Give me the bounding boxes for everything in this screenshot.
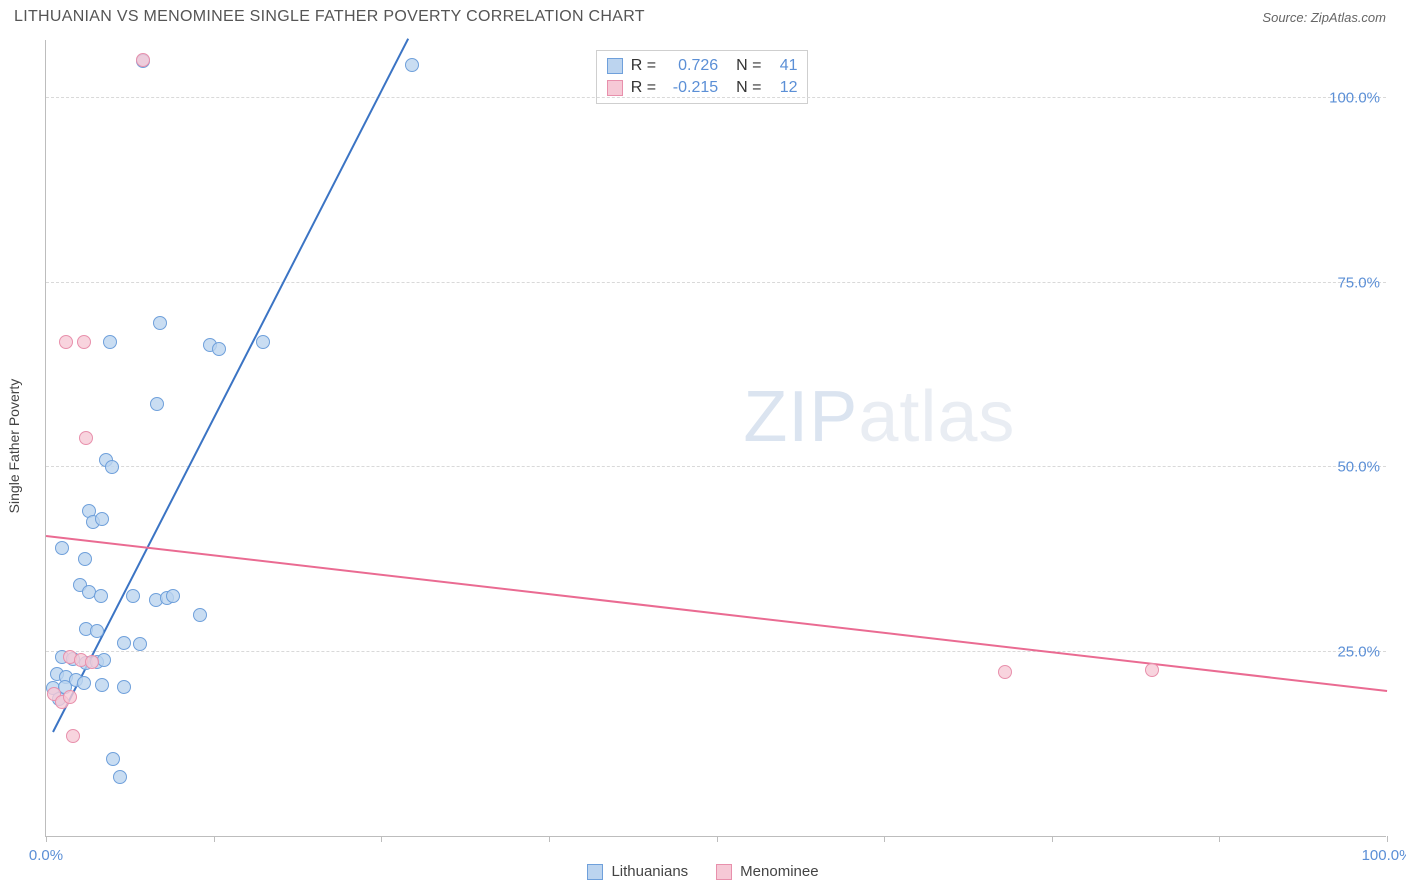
stat-n-value: 41: [769, 55, 797, 77]
x-tick-mark: [1219, 836, 1220, 842]
data-point: [150, 397, 164, 411]
legend: Lithuanians Menominee: [0, 863, 1406, 880]
x-tick-label: 100.0%: [1362, 847, 1406, 864]
chart-title: LITHUANIAN VS MENOMINEE SINGLE FATHER PO…: [14, 8, 645, 26]
data-point: [103, 335, 117, 349]
plot-area-wrap: ZIPatlas R = 0.726 N = 41 R = -0.215 N = 12 25.…: [45, 40, 1386, 837]
data-point: [117, 636, 131, 650]
correlation-stats-box: R = 0.726 N = 41 R = -0.215 N = 12: [596, 50, 809, 104]
data-point: [78, 552, 92, 566]
data-point: [77, 676, 91, 690]
data-point: [193, 608, 207, 622]
legend-swatch: [716, 864, 732, 880]
data-point: [126, 589, 140, 603]
gridline-h: [46, 97, 1386, 98]
source-label: Source:: [1262, 10, 1307, 25]
y-tick-label: 100.0%: [1329, 90, 1380, 107]
stat-row: R = 0.726 N = 41: [607, 55, 798, 77]
watermark-suffix: atlas: [858, 377, 1015, 457]
data-point: [998, 665, 1012, 679]
data-point: [117, 680, 131, 694]
data-point: [66, 729, 80, 743]
data-point: [133, 637, 147, 651]
legend-label: Menominee: [740, 863, 818, 880]
data-point: [55, 541, 69, 555]
stat-r-value: -0.215: [664, 77, 718, 99]
y-tick-label: 50.0%: [1337, 459, 1380, 476]
data-point: [94, 589, 108, 603]
data-point: [95, 512, 109, 526]
data-point: [77, 335, 91, 349]
data-point: [1145, 663, 1159, 677]
data-point: [153, 316, 167, 330]
stat-swatch: [607, 80, 623, 96]
x-tick-mark: [381, 836, 382, 842]
data-point: [212, 342, 226, 356]
data-point: [105, 460, 119, 474]
x-tick-mark: [549, 836, 550, 842]
y-tick-label: 75.0%: [1337, 274, 1380, 291]
plot-area: ZIPatlas R = 0.726 N = 41 R = -0.215 N = 12 25.…: [45, 40, 1386, 837]
data-point: [63, 690, 77, 704]
x-tick-mark: [717, 836, 718, 842]
legend-label: Lithuanians: [611, 863, 688, 880]
regression-line-lithuanians: [52, 38, 409, 733]
regression-line-menominee: [46, 535, 1387, 692]
x-tick-label: 0.0%: [29, 847, 63, 864]
stat-swatch: [607, 58, 623, 74]
x-tick-mark: [1387, 836, 1388, 842]
legend-swatch: [587, 864, 603, 880]
data-point: [97, 653, 111, 667]
stat-n-label: N =: [736, 77, 761, 99]
gridline-h: [46, 466, 1386, 467]
y-tick-label: 25.0%: [1337, 643, 1380, 660]
data-point: [405, 58, 419, 72]
stat-r-label: R =: [631, 55, 656, 77]
x-tick-mark: [1052, 836, 1053, 842]
data-point: [136, 53, 150, 67]
source-attribution: Source: ZipAtlas.com: [1262, 10, 1386, 25]
x-tick-mark: [46, 836, 47, 842]
y-axis-label: Single Father Poverty: [6, 379, 22, 514]
watermark: ZIPatlas: [743, 376, 1015, 458]
watermark-prefix: ZIP: [743, 377, 858, 457]
x-tick-mark: [884, 836, 885, 842]
gridline-h: [46, 282, 1386, 283]
gridline-h: [46, 651, 1386, 652]
data-point: [79, 431, 93, 445]
stat-r-value: 0.726: [664, 55, 718, 77]
legend-item: Lithuanians: [587, 863, 688, 880]
data-point: [166, 589, 180, 603]
stat-row: R = -0.215 N = 12: [607, 77, 798, 99]
data-point: [95, 678, 109, 692]
stat-n-label: N =: [736, 55, 761, 77]
data-point: [59, 335, 73, 349]
stat-r-label: R =: [631, 77, 656, 99]
legend-item: Menominee: [716, 863, 818, 880]
data-point: [256, 335, 270, 349]
data-point: [90, 624, 104, 638]
source-value: ZipAtlas.com: [1311, 10, 1386, 25]
data-point: [85, 655, 99, 669]
data-point: [113, 770, 127, 784]
stat-n-value: 12: [769, 77, 797, 99]
x-tick-mark: [214, 836, 215, 842]
chart-header: LITHUANIAN VS MENOMINEE SINGLE FATHER PO…: [0, 0, 1406, 30]
data-point: [106, 752, 120, 766]
